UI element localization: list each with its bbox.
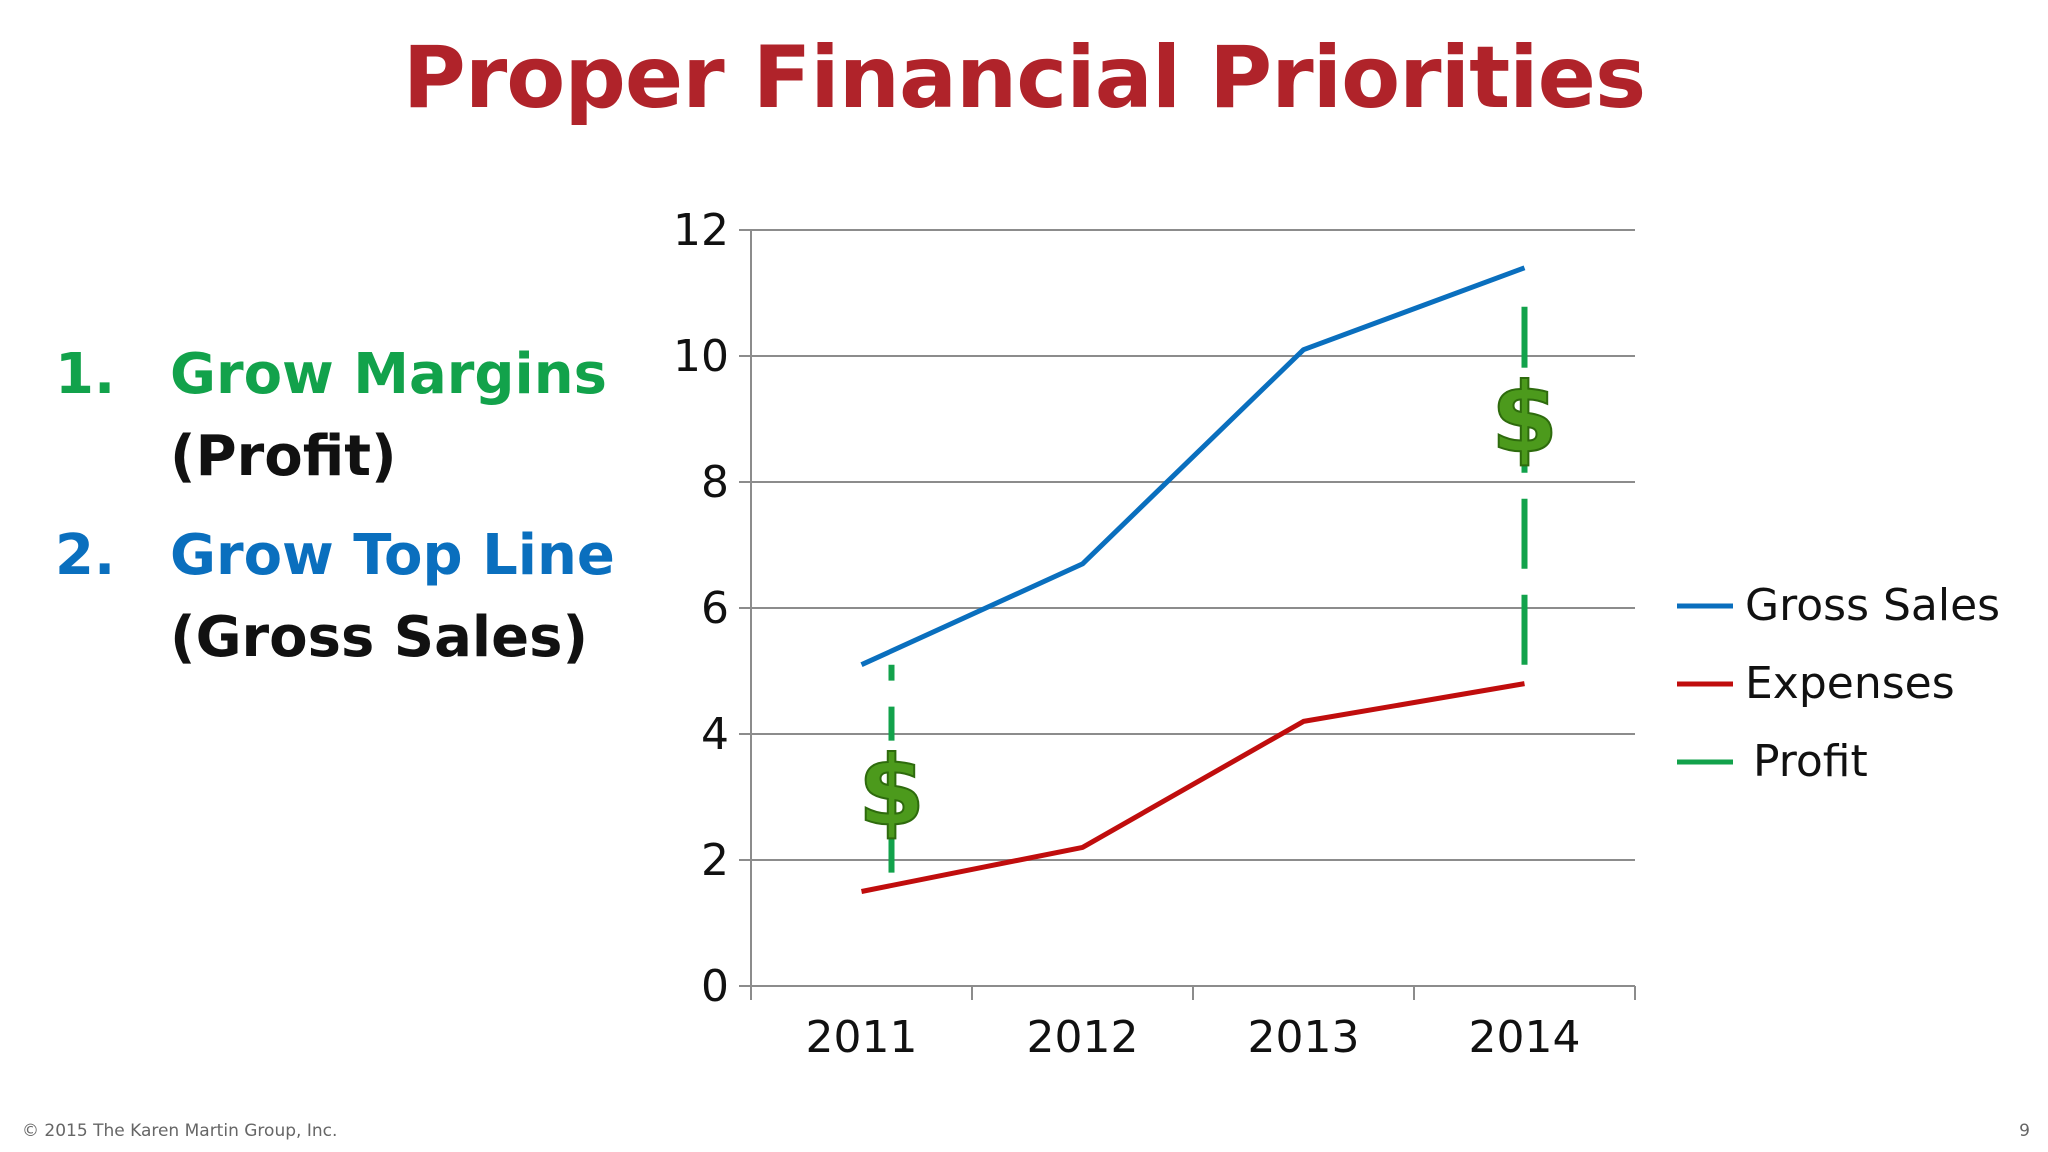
- copyright-footer: © 2015 The Karen Martin Group, Inc.: [22, 1121, 338, 1141]
- legend: Gross Sales Expenses Profit: [1677, 580, 2000, 787]
- legend-label: Gross Sales: [1745, 580, 2000, 631]
- y-tick-label: 2: [701, 835, 729, 886]
- profit-markers: $$: [857, 286, 1559, 873]
- y-tick-label: 10: [673, 331, 729, 382]
- slide-title: Proper Financial Priorities: [402, 28, 1646, 128]
- priority-label: Grow Margins: [170, 342, 607, 407]
- legend-label: Profit: [1753, 736, 1868, 787]
- priority-number: 2.: [55, 523, 116, 588]
- dollar-sign-icon: $: [857, 735, 926, 849]
- priority-sublabel: (Profit): [170, 424, 397, 489]
- y-tick-label: 12: [673, 205, 729, 256]
- axes: 0 2 4 6 8 10 12 2011 2012 2013 2014: [673, 205, 1636, 1063]
- dollar-sign-icon: $: [1490, 362, 1559, 476]
- priority-sublabel: (Gross Sales): [170, 605, 589, 670]
- priority-number: 1.: [55, 342, 116, 407]
- x-tick-label: 2011: [806, 1012, 918, 1063]
- y-tick-label: 4: [701, 709, 729, 760]
- y-tick-label: 0: [701, 961, 729, 1012]
- gridlines: [739, 229, 1635, 987]
- x-tick-label: 2012: [1027, 1012, 1139, 1063]
- series-lines: [860, 265, 1526, 894]
- x-tick-label: 2014: [1469, 1012, 1581, 1063]
- y-tick-label: 8: [701, 457, 729, 508]
- legend-label: Expenses: [1745, 658, 1955, 709]
- priority-label: Grow Top Line: [170, 523, 615, 588]
- series-line-expenses: [861, 681, 1525, 894]
- x-tick-label: 2013: [1248, 1012, 1360, 1063]
- svg-text:$: $: [858, 736, 925, 848]
- series-line-gross-sales: [860, 265, 1526, 667]
- y-tick-label: 6: [701, 583, 729, 634]
- page-number: 9: [2019, 1121, 2030, 1141]
- svg-text:$: $: [1491, 363, 1558, 475]
